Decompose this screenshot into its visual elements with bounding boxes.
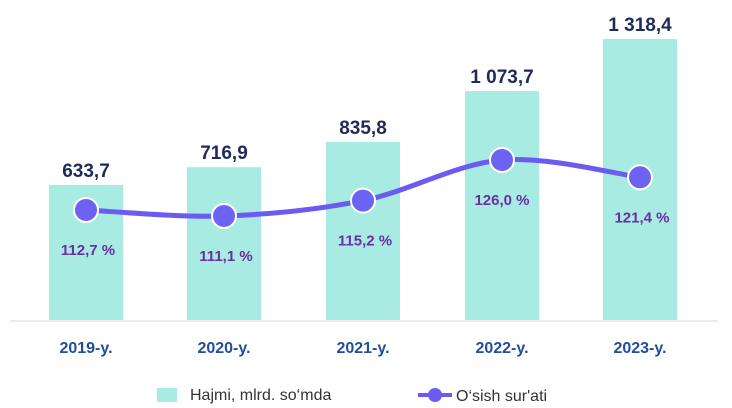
bars-layer xyxy=(49,39,677,320)
line-layer xyxy=(73,147,653,229)
bar-value-label: 1 318,4 xyxy=(608,15,672,36)
legend-bar-swatch xyxy=(157,388,177,402)
bar xyxy=(187,167,261,320)
bar-labels-layer: 633,7 716,9 835,8 1 073,7 1 318,4 xyxy=(62,15,672,182)
legend-line-marker xyxy=(428,388,442,402)
x-tick-label: 2019-y. xyxy=(59,340,112,357)
bar-value-label: 633,7 xyxy=(62,161,110,182)
x-tick-label: 2020-y. xyxy=(197,340,250,357)
legend-line-label: O‘sish sur'ati xyxy=(456,388,547,405)
bar xyxy=(326,141,400,320)
growth-value-label: 111,1 % xyxy=(199,248,252,265)
x-ticks-layer: 2019-y. 2020-y. 2021-y. 2022-y. 2023-y. xyxy=(59,340,666,357)
growth-value-label: 121,4 % xyxy=(614,209,669,226)
growth-marker xyxy=(627,164,653,191)
bar-value-label: 1 073,7 xyxy=(470,67,533,88)
x-tick-label: 2022-y. xyxy=(475,340,528,357)
growth-marker xyxy=(73,196,99,223)
growth-value-label: 115,2 % xyxy=(338,233,392,250)
pct-labels-layer: 112,7 % 111,1 % 115,2 % 126,0 % 121,4 % xyxy=(61,192,670,265)
x-tick-label: 2023-y. xyxy=(613,340,666,357)
growth-value-label: 112,7 % xyxy=(61,242,115,259)
x-tick-label: 2021-y. xyxy=(336,340,389,357)
growth-marker xyxy=(211,203,237,229)
bar xyxy=(465,91,539,320)
growth-value-label: 126,0 % xyxy=(474,192,529,209)
bar-value-label: 835,8 xyxy=(339,118,387,139)
growth-marker xyxy=(350,187,376,214)
legend: Hajmi, mlrd. so‘mda O‘sish sur'ati xyxy=(157,387,547,405)
legend-bar-label: Hajmi, mlrd. so‘mda xyxy=(190,387,331,404)
growth-marker xyxy=(489,147,515,173)
bar-value-label: 716,9 xyxy=(200,143,248,164)
